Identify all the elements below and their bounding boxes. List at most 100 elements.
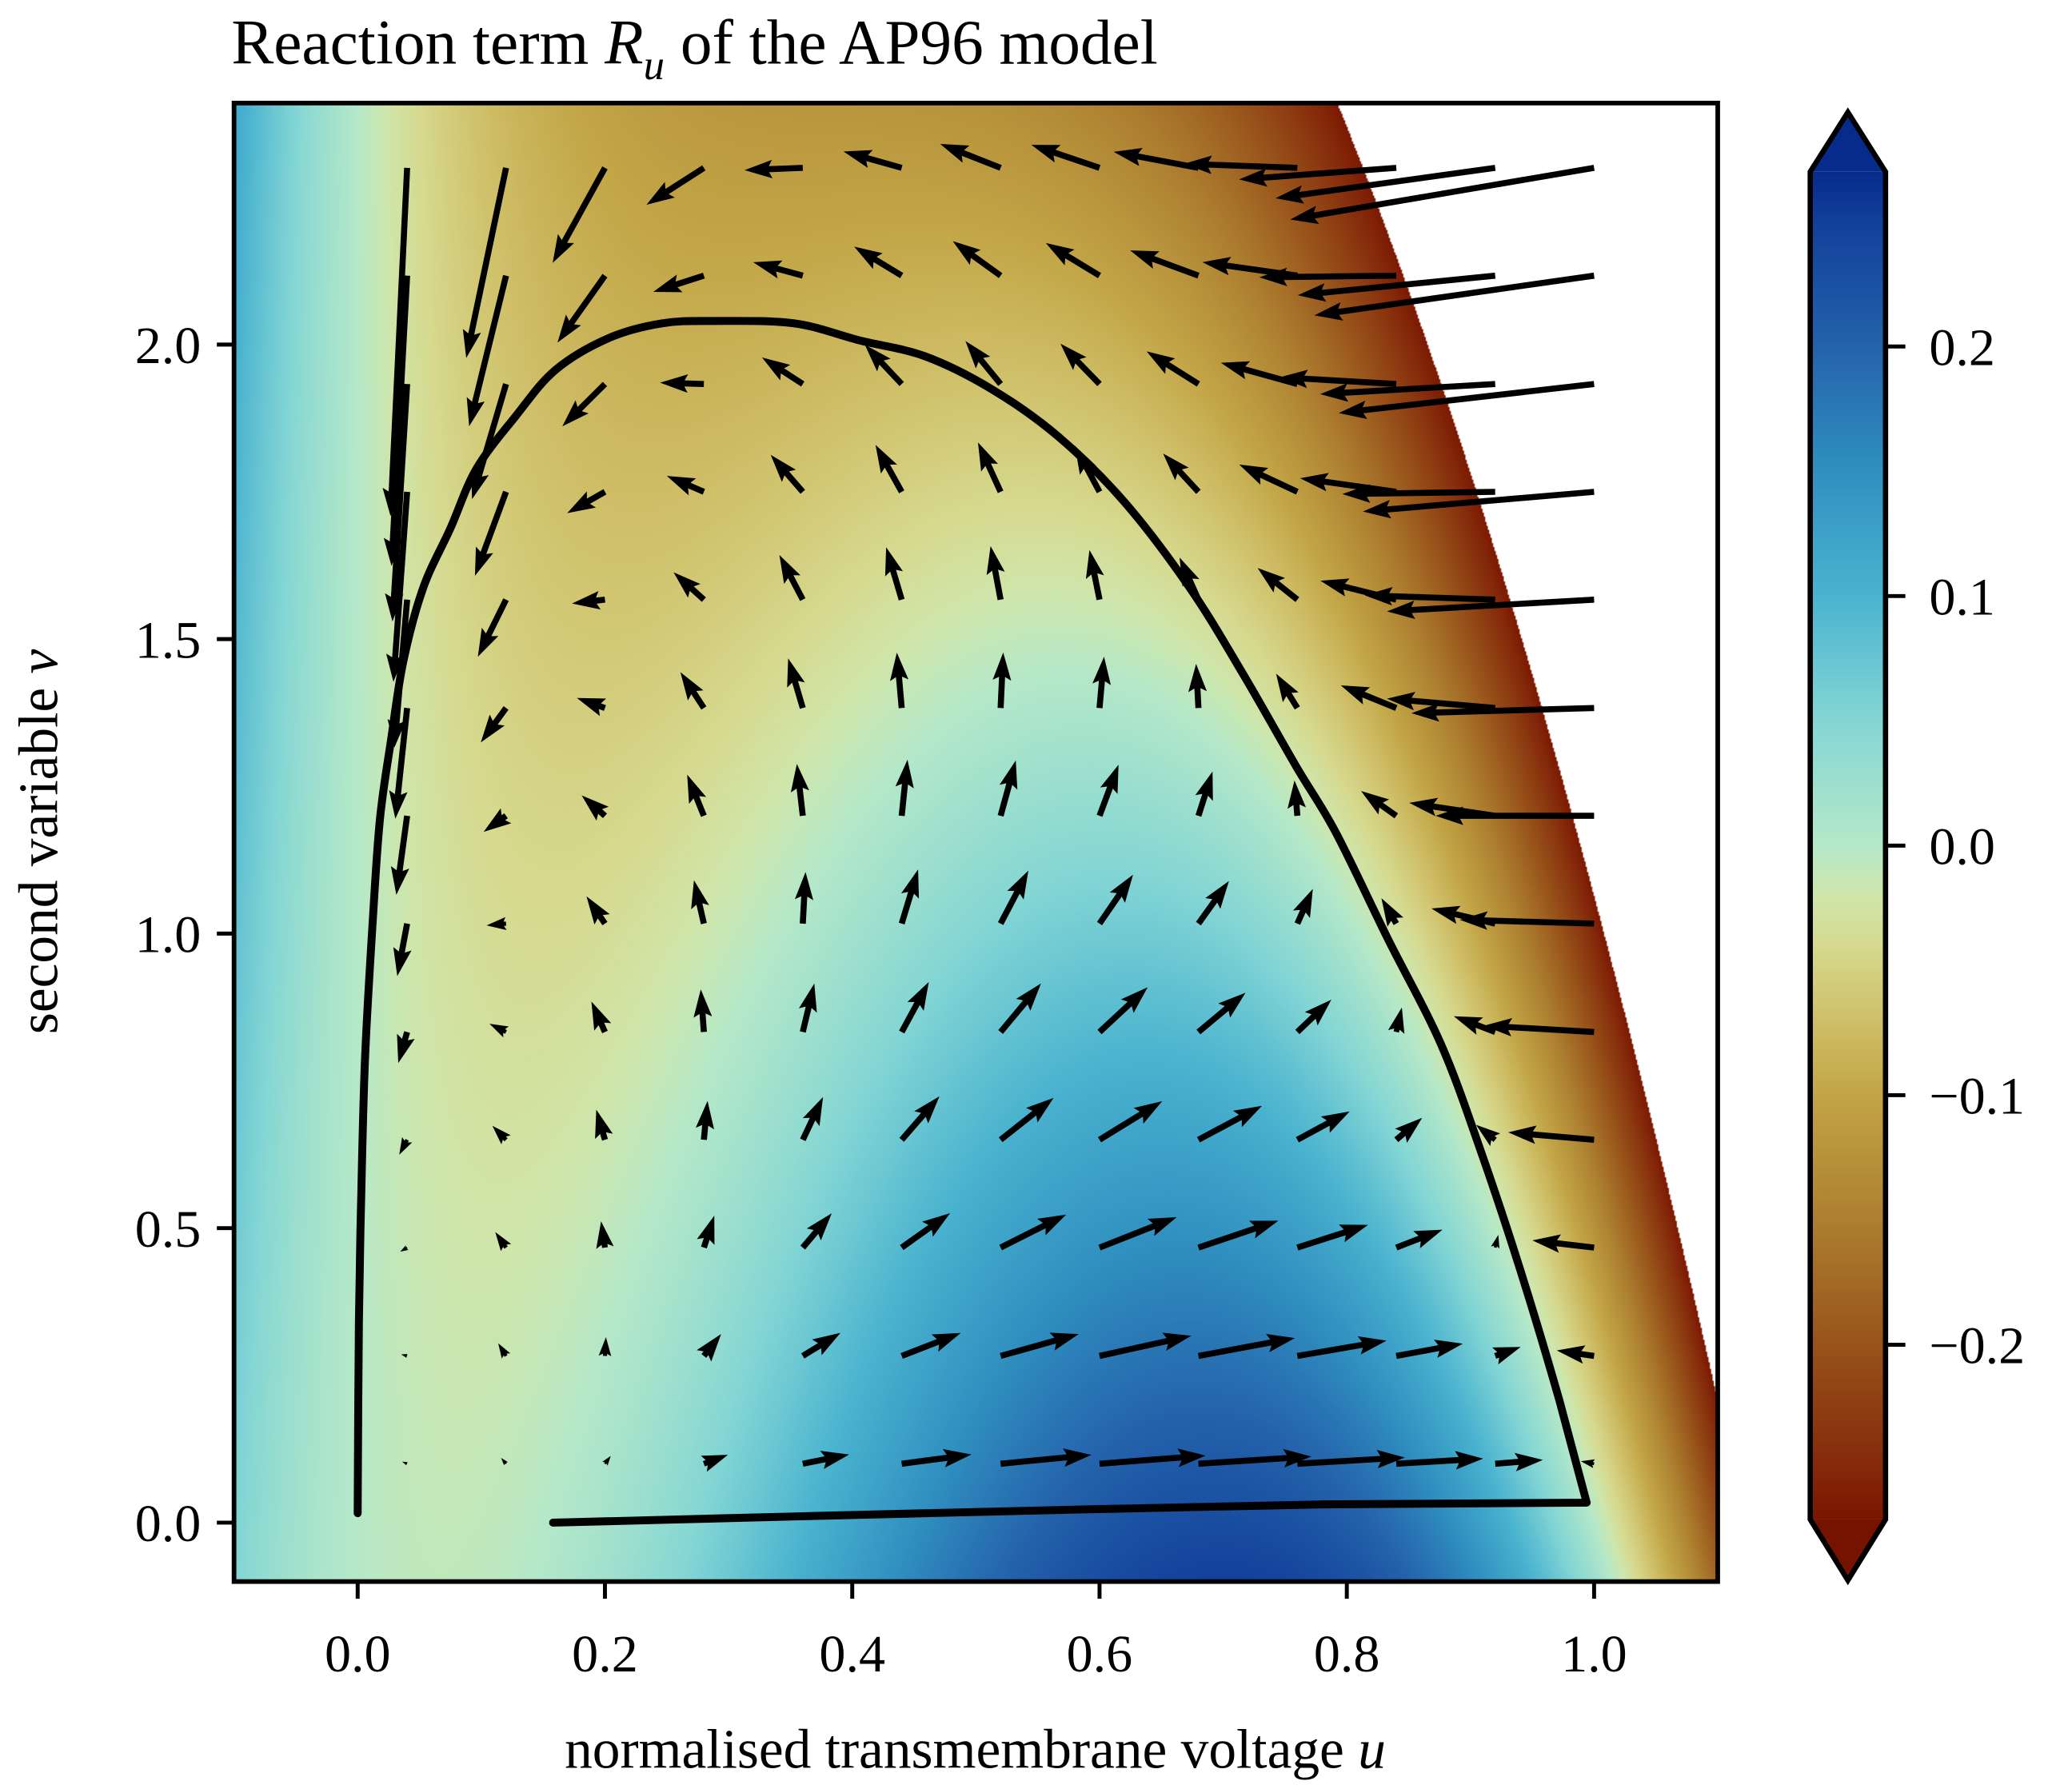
quiver-arrow — [1096, 874, 1133, 926]
colorbar-tick-label: 0.0 — [1929, 818, 1995, 877]
colorbar-gradient — [1810, 171, 1886, 1519]
quiver-arrow — [1532, 1234, 1595, 1253]
colorbar-outline — [1807, 107, 1889, 1586]
quiver-arrow — [965, 341, 1004, 386]
quiver-arrow — [1314, 272, 1595, 321]
quiver-arrow — [986, 545, 1005, 601]
quiver-arrow — [399, 1136, 413, 1155]
quiver-arrow — [1097, 987, 1148, 1035]
quiver-arrow — [794, 872, 814, 924]
quiver-arrow — [693, 989, 713, 1032]
quiver-arrow — [1319, 381, 1495, 402]
quiver-arrow — [1163, 453, 1201, 494]
x-axis: 0.0 0.2 0.4 0.6 0.8 1.0 — [325, 1581, 1627, 1683]
quiver-arrow — [900, 1212, 951, 1251]
colorbar-tick-label: −0.1 — [1929, 1068, 2025, 1126]
x-tick-label: 0.2 — [572, 1625, 638, 1683]
quiver-arrow — [1491, 1235, 1500, 1249]
quiver-arrow — [581, 795, 609, 821]
plot-area — [234, 102, 1719, 1582]
quiver-arrow — [1097, 1101, 1163, 1143]
quiver-arrow — [1297, 272, 1496, 302]
quiver-arrow — [492, 1125, 511, 1144]
quiver-arrow — [1395, 1451, 1483, 1470]
quiver-arrow — [1394, 1117, 1423, 1143]
quiver-arrow — [1459, 911, 1595, 930]
quiver-arrow — [790, 764, 809, 817]
x-tick-label: 0.6 — [1067, 1625, 1133, 1683]
quiver-arrow — [998, 983, 1041, 1034]
quiver-arrow — [687, 774, 707, 817]
heatmap — [234, 102, 1719, 1582]
quiver-arrow — [864, 345, 904, 386]
quiver-arrow — [1508, 1125, 1595, 1144]
quiver-arrow — [577, 697, 606, 717]
quiver-arrow — [1453, 1016, 1497, 1035]
quiver-arrow — [802, 1451, 849, 1469]
quiver-arrow — [1239, 165, 1397, 187]
quiver-arrow — [997, 760, 1018, 817]
quiver-arrow — [800, 1213, 832, 1250]
quiver-arrow — [1387, 1007, 1405, 1034]
quiver-arrow — [1146, 351, 1200, 387]
quiver-arrow — [695, 1100, 715, 1140]
quiver-arrow — [1099, 1448, 1206, 1468]
quiver-arrow — [489, 1024, 509, 1038]
quiver-arrow — [770, 454, 805, 494]
quiver-arrow — [1239, 464, 1299, 495]
quiver-arrow — [567, 489, 607, 513]
quiver-arrow — [1411, 703, 1595, 722]
quiver-arrow — [1290, 165, 1595, 225]
quiver-arrow — [481, 706, 509, 743]
quiver-arrow — [1000, 1332, 1080, 1360]
quiver-arrow — [899, 1096, 940, 1142]
quiver-arrow — [854, 246, 904, 278]
quiver-arrow — [598, 1336, 612, 1356]
quiver-arrow — [1196, 881, 1229, 926]
quiver-arrow — [557, 274, 608, 343]
quiver-arrow — [666, 476, 705, 496]
colorbar-tick-label: 0.1 — [1929, 568, 1995, 626]
quiver-arrow — [462, 167, 509, 358]
quiver-arrow — [1197, 1334, 1295, 1360]
quiver-arrow — [400, 1245, 409, 1252]
quiver-arrows — [382, 144, 1595, 1472]
quiver-arrow — [992, 652, 1012, 709]
quiver-arrow — [1342, 484, 1495, 503]
quiver-arrow — [940, 144, 1002, 171]
quiver-arrow — [1196, 992, 1246, 1035]
quiver-arrow — [1092, 657, 1112, 709]
quiver-arrow — [753, 260, 804, 279]
quiver-arrow — [884, 547, 905, 601]
quiver-arrow — [1060, 343, 1102, 386]
quiver-arrow — [1130, 250, 1200, 279]
quiver-arrow — [1257, 568, 1299, 602]
quiver-arrow — [1085, 549, 1104, 601]
colorbar-over-triangle — [1810, 112, 1886, 172]
quiver-arrow — [1276, 673, 1300, 710]
quiver-arrow — [466, 274, 509, 426]
quiver-arrow — [397, 1031, 415, 1064]
quiver-arrow — [1198, 1448, 1311, 1468]
quiver-arrow — [799, 983, 817, 1033]
quiver-arrow — [1556, 1345, 1595, 1364]
chart-title: Reaction term Ru of the AP96 model — [231, 7, 1157, 89]
quiver-arrow — [1475, 1124, 1500, 1147]
quiver-arrow — [745, 159, 804, 178]
y-tick-label: 2.0 — [135, 317, 202, 375]
quiver-arrow — [401, 1461, 408, 1466]
quiver-arrow — [1339, 381, 1595, 420]
quiver-arrow — [501, 1458, 509, 1466]
quiver-arrow — [1435, 806, 1595, 825]
quiver-arrow — [1031, 145, 1101, 171]
colorbar-tick-label: −0.2 — [1929, 1317, 2025, 1376]
quiver-arrow — [1299, 473, 1397, 495]
y-axis: 0.0 0.5 1.0 1.5 2.0 — [135, 317, 234, 1553]
quiver-arrow — [697, 1216, 715, 1249]
quiver-arrow — [898, 869, 920, 924]
quiver-arrow — [697, 1334, 721, 1362]
colorbar-tick-label: 0.2 — [1929, 318, 1995, 377]
quiver-arrow — [889, 653, 909, 709]
quiver-arrow — [389, 707, 410, 819]
quiver-arrow — [1197, 1220, 1279, 1251]
